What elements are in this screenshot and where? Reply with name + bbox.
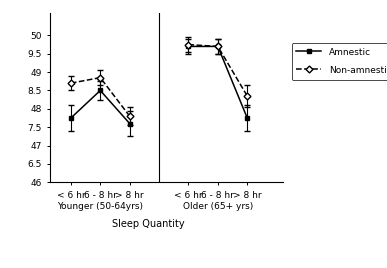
Text: Sleep Quantity: Sleep Quantity	[111, 219, 184, 229]
Legend: Amnestic, Non-amnestic: Amnestic, Non-amnestic	[292, 43, 387, 80]
Text: Younger (50-64yrs): Younger (50-64yrs)	[57, 202, 143, 211]
Text: Older (65+ yrs): Older (65+ yrs)	[183, 202, 253, 211]
